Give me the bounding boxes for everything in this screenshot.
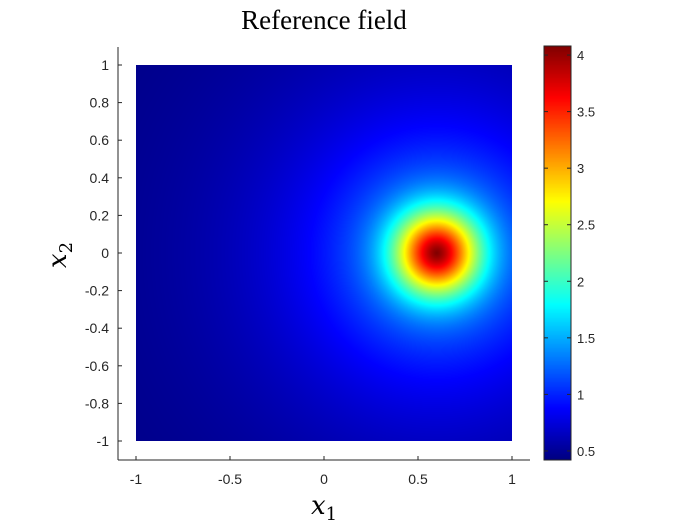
colorbar-tick-label: 4 — [577, 48, 584, 63]
y-tick-label: -0.4 — [85, 320, 109, 336]
y-tick-label: 0.4 — [90, 170, 110, 186]
y-tick-label: -0.2 — [85, 283, 109, 299]
x-axis-ticks: -1 -0.5 0 0.5 1 — [130, 456, 516, 487]
y-axis-label: x2 — [43, 242, 77, 268]
heatmap-image — [136, 65, 512, 441]
x-tick-label: -1 — [130, 471, 143, 487]
x-tick-label: 1 — [508, 471, 516, 487]
colorbar-tick-label: 2.5 — [577, 218, 595, 233]
chart-title: Reference field — [241, 5, 407, 35]
x-tick-label: 0.5 — [408, 471, 428, 487]
colorbar-tick-label: 3 — [577, 161, 584, 176]
colorbar: 4 3.5 3 2.5 2 1.5 1 0.5 — [543, 45, 595, 461]
y-tick-label: -1 — [97, 433, 110, 449]
x-axis-label-symbol: x — [311, 491, 326, 521]
x-axis-label-subscript: 1 — [326, 504, 337, 525]
colorbar-tick-label: 2 — [577, 274, 584, 289]
y-tick-label: -0.6 — [85, 358, 109, 374]
y-tick-label: 0.8 — [90, 95, 110, 111]
y-axis-label-symbol: x — [43, 253, 73, 268]
y-axis-label-subscript: 2 — [56, 242, 77, 253]
y-tick-label: 1 — [101, 57, 109, 73]
y-tick-label: 0.2 — [90, 207, 110, 223]
y-tick-label: 0.6 — [90, 132, 110, 148]
colorbar-tick-label: 0.5 — [577, 444, 595, 459]
colorbar-gradient — [544, 46, 571, 460]
colorbar-tick-label: 1.5 — [577, 331, 595, 346]
colorbar-tick-label: 3.5 — [577, 105, 595, 120]
y-axis-ticks: 1 0.8 0.6 0.4 0.2 0 -0.2 -0.4 -0.6 -0.8 -1 — [85, 57, 122, 449]
y-tick-label: 0 — [101, 245, 109, 261]
x-axis-label: x1 — [311, 491, 337, 525]
colorbar-tick-label: 1 — [577, 387, 584, 402]
colorbar-ticks: 4 3.5 3 2.5 2 1.5 1 0.5 — [544, 48, 595, 459]
x-tick-label: -0.5 — [218, 471, 242, 487]
y-tick-label: -0.8 — [85, 395, 109, 411]
colorbar-frame — [543, 45, 572, 461]
x-tick-label: 0 — [320, 471, 328, 487]
plot-area — [118, 47, 530, 460]
